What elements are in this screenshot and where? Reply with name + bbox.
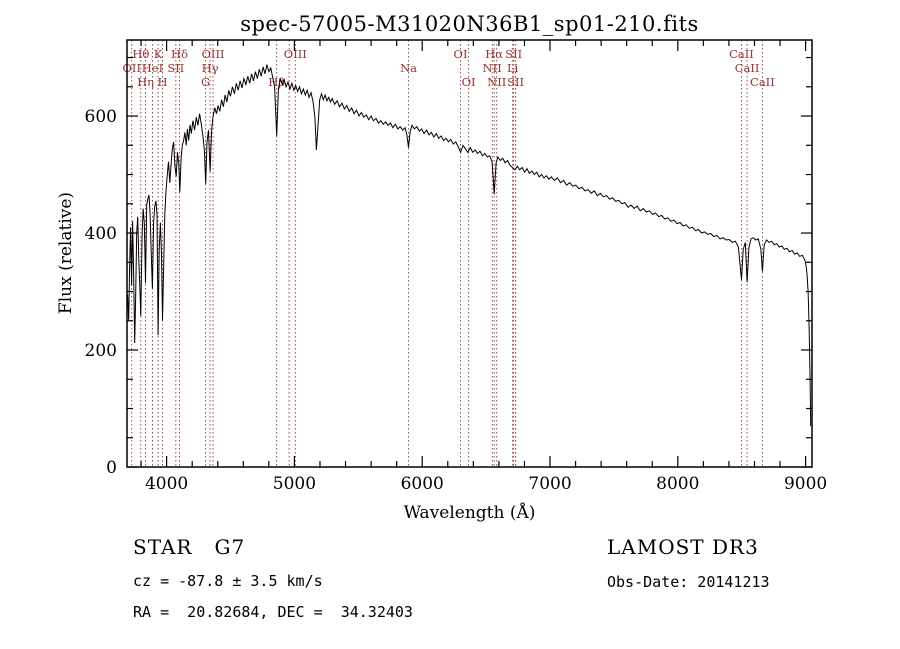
spectral-line-label: HeI [142,61,163,75]
spectral-line-label: Hγ [202,61,219,75]
spectral-line-label: CaII [750,75,775,89]
spectral-line-label: SII [505,47,522,61]
ra-dec-value: RA = 20.82684, DEC = 34.32403 [133,603,413,621]
spectral-line-label: Hθ [132,47,149,61]
spectral-line-label: CaII [735,61,760,75]
x-tick-label: 6000 [401,474,444,494]
obs-date-value: Obs-Date: 20141213 [607,573,770,591]
plot-frame [126,39,813,468]
spectral-line-label: NII [487,75,506,89]
spectrum-curve [127,64,812,427]
spectral-line-label: OII [122,61,141,75]
spectral-line-label: NII [483,61,502,75]
spectral-line-label: OI [454,47,468,61]
spectral-line-label: OIII [201,47,224,61]
spectral-line-label: CaII [729,47,754,61]
spectral-line-label: Na [400,61,417,75]
x-tick-label: 7000 [528,474,571,494]
spectral-line-label: Hη [137,75,154,89]
x-tick-label: 8000 [656,474,699,494]
spectral-line-label: Li [507,61,519,75]
spectral-line-label: Hδ [171,47,188,61]
chart-title: spec-57005-M31020N36B1_sp01-210.fits [240,12,699,36]
y-tick-label: 600 [85,107,117,127]
y-tick-label: 200 [85,341,117,361]
spectral-line-label: OIII [284,47,307,61]
spectral-line-label: K [154,47,163,61]
x-tick-label: 5000 [273,474,316,494]
cz-value: cz = -87.8 ± 3.5 km/s [133,572,323,590]
spectral-line-label: G [201,75,210,89]
y-tick-label: 0 [106,458,117,478]
x-tick-label: 9000 [784,474,827,494]
spectral-line-label: SII [507,75,524,89]
spectral-line-label: SII [167,61,184,75]
survey-label: LAMOST DR3 [607,535,759,559]
x-tick-label: 4000 [145,474,188,494]
spectral-line-label: Hα [485,47,503,61]
spectral-line-label: H [158,75,168,89]
x-axis-label: Wavelength (Å) [403,503,536,523]
spectral-line-label: OI [462,75,476,89]
object-class-label: STAR G7 [133,535,246,559]
y-tick-label: 400 [85,224,117,244]
